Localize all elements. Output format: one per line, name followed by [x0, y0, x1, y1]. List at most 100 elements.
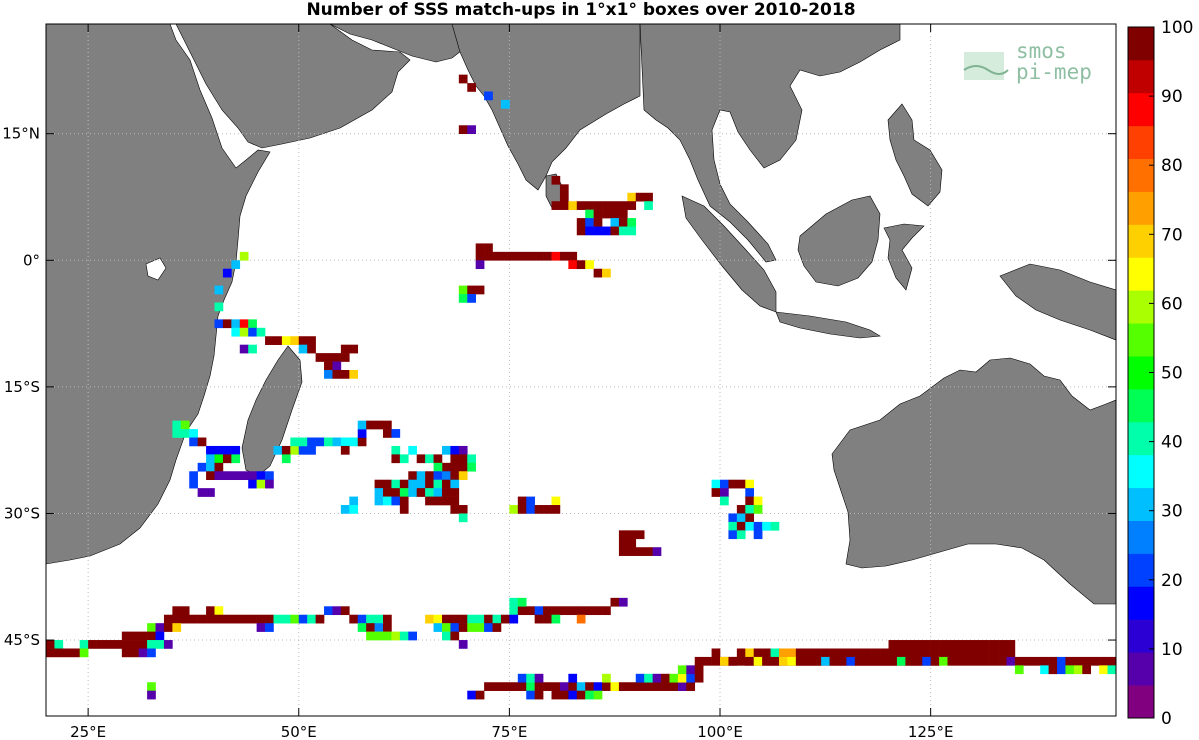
- heatmap-cell: [155, 623, 165, 632]
- heatmap-cell: [214, 285, 224, 295]
- x-axis-labels: 25°E 50°E 75°E 100°E 125°E: [70, 723, 953, 740]
- heatmap-cell: [559, 201, 569, 210]
- heatmap-cell: [618, 597, 628, 607]
- heatmap-cell: [180, 420, 190, 430]
- colorbar-tick-label: 80: [1161, 156, 1183, 176]
- heatmap-cell: [753, 505, 763, 514]
- colorbar-segment: [1128, 27, 1154, 61]
- heatmap-cell: [517, 673, 527, 683]
- heatmap-cell: [736, 479, 746, 489]
- heatmap-cell: [677, 682, 687, 691]
- heatmap-cell: [214, 445, 224, 455]
- heatmap-cell: [618, 547, 628, 556]
- heatmap-cell: [374, 623, 384, 632]
- heatmap-cell: [206, 488, 215, 497]
- australia-landmass: [831, 357, 1116, 605]
- heatmap-cell: [602, 606, 611, 616]
- heatmap-cell: [441, 631, 451, 641]
- heatmap-cell: [568, 682, 578, 691]
- heatmap-cell: [736, 656, 746, 666]
- heatmap-cell: [778, 648, 788, 658]
- heatmap-cell: [467, 125, 476, 135]
- heatmap-cell: [568, 201, 578, 210]
- heatmap-cell: [821, 656, 830, 666]
- heatmap-cell: [357, 429, 367, 438]
- heatmap-cell: [888, 640, 898, 649]
- heatmap-cell: [357, 420, 367, 430]
- heatmap-cell: [416, 479, 426, 489]
- heatmap-cell: [189, 479, 198, 489]
- heatmap-cell: [644, 201, 653, 210]
- heatmap-cell: [458, 640, 468, 649]
- heatmap-cell: [399, 488, 409, 497]
- heatmap-cell: [214, 614, 224, 624]
- heatmap-cell: [222, 471, 232, 481]
- heatmap-cell: [989, 656, 999, 666]
- heatmap-cell: [736, 648, 746, 658]
- colorbar-segment: [1128, 421, 1154, 456]
- heatmap-cell: [197, 488, 207, 497]
- heatmap-cell: [1048, 656, 1058, 666]
- heatmap-cell: [1082, 665, 1092, 675]
- heatmap-cell: [720, 479, 729, 489]
- heatmap-cell: [745, 648, 755, 658]
- heatmap-cell: [1023, 656, 1033, 666]
- heatmap-cell: [163, 623, 173, 632]
- heatmap-cell: [46, 648, 55, 658]
- heatmap-cell: [1014, 665, 1024, 675]
- heatmap-cell: [298, 344, 308, 354]
- heatmap-cell: [214, 606, 224, 616]
- heatmap-cell: [871, 656, 881, 666]
- borneo-landmass: [797, 195, 881, 287]
- heatmap-cells: [46, 74, 1116, 700]
- heatmap-cell: [399, 496, 409, 506]
- heatmap-cell: [450, 462, 460, 472]
- heatmap-cell: [804, 648, 813, 658]
- colorbar-tick-label: 30: [1161, 502, 1183, 522]
- heatmap-cell: [795, 656, 805, 666]
- heatmap-cell: [239, 251, 249, 261]
- heatmap-cell: [922, 648, 931, 658]
- colorbar-tick-label: 10: [1161, 640, 1183, 660]
- heatmap-cell: [661, 673, 670, 683]
- heatmap-cell: [703, 656, 712, 666]
- heatmap-cell: [265, 623, 274, 632]
- heatmap-cell: [88, 640, 97, 649]
- heatmap-cell: [728, 530, 738, 540]
- heatmap-cell: [559, 251, 569, 261]
- heatmap-cell: [298, 445, 308, 455]
- y-tick-label: 0°: [23, 251, 40, 269]
- heatmap-cell: [517, 251, 527, 261]
- heatmap-cell: [231, 327, 241, 337]
- colorbar-segment: [1128, 685, 1154, 719]
- heatmap-cell: [543, 682, 552, 691]
- heatmap-cell: [54, 640, 64, 649]
- heatmap-cell: [955, 656, 965, 666]
- heatmap-cell: [559, 192, 569, 202]
- heatmap-cell: [972, 648, 982, 658]
- heatmap-cell: [930, 640, 940, 649]
- heatmap-cell: [745, 479, 755, 489]
- heatmap-cell: [1090, 656, 1100, 666]
- heatmap-cell: [383, 479, 392, 489]
- southeast-asia-landmass: [639, 24, 901, 263]
- heatmap-cell: [222, 614, 232, 624]
- heatmap-cell: [214, 319, 224, 329]
- heatmap-cell: [357, 623, 367, 632]
- heatmap-cell: [281, 336, 291, 345]
- colorbar-tick-label: 40: [1161, 433, 1183, 453]
- heatmap-cell: [206, 606, 215, 616]
- heatmap-cell: [500, 614, 510, 624]
- heatmap-cell: [433, 488, 443, 497]
- heatmap-cell: [383, 614, 392, 624]
- logo-mark-icon: [963, 52, 1009, 80]
- heatmap-cell: [248, 614, 257, 624]
- heatmap-cell: [981, 656, 990, 666]
- smos-pi-mep-logo: smos pi-mep: [963, 39, 1092, 84]
- heatmap-cell: [610, 209, 620, 219]
- heatmap-cell: [307, 336, 316, 345]
- heatmap-cell: [239, 319, 249, 329]
- ocean-background: [46, 24, 1116, 716]
- heatmap-cell: [543, 614, 552, 624]
